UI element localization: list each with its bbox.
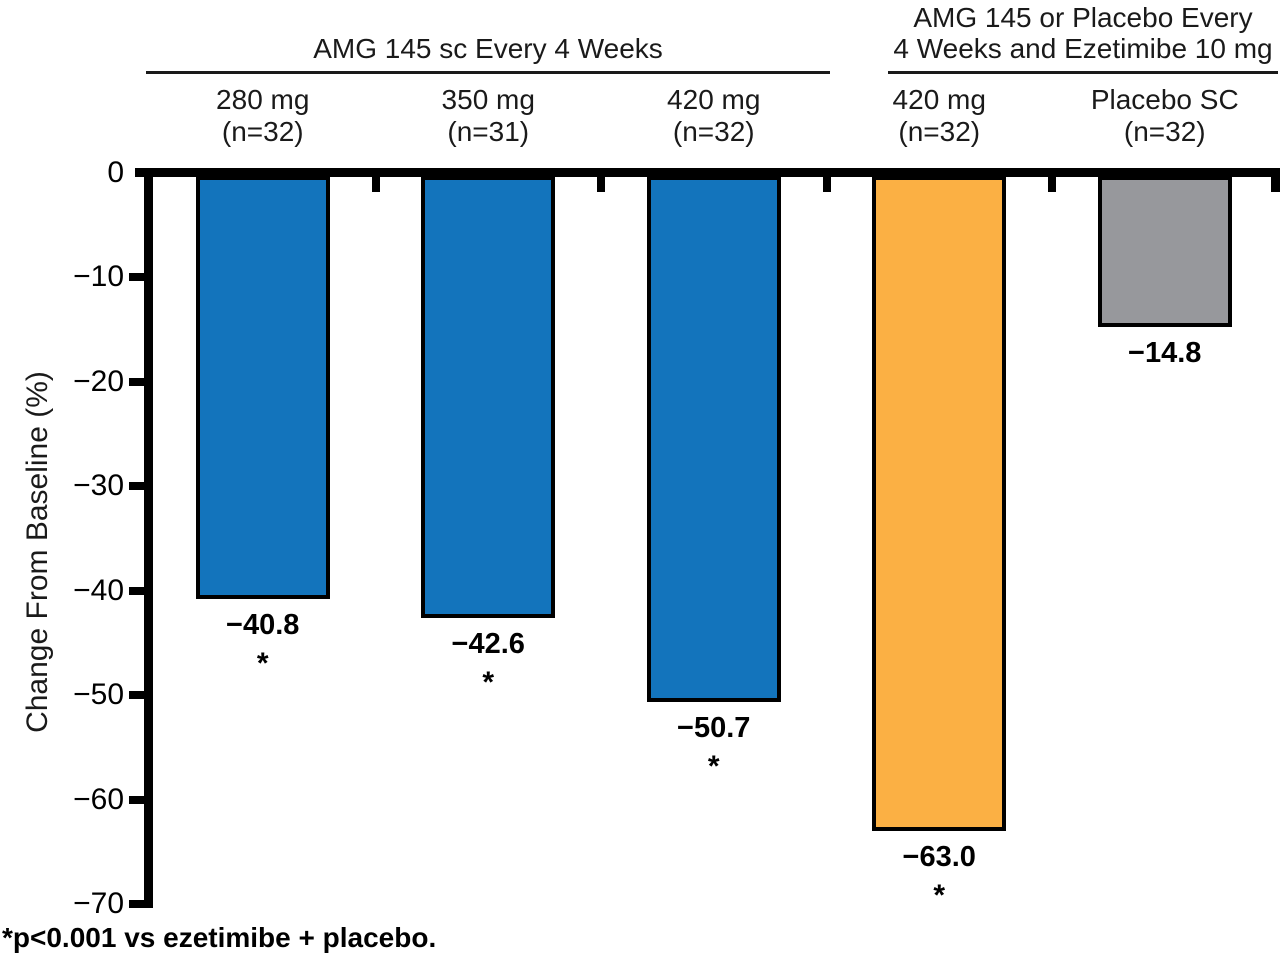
bar-value-label: −63.0 [902, 840, 976, 873]
y-tick-mark [129, 482, 145, 490]
y-tick-label: −70 [73, 887, 124, 920]
y-tick-label: −10 [73, 260, 124, 293]
column-label: 350 mg (n=31) [441, 84, 535, 147]
y-axis-title: Change From Baseline (%) [21, 371, 54, 733]
y-tick-mark [129, 795, 145, 804]
group-underline [888, 71, 1278, 74]
x-axis-tick [822, 177, 831, 192]
y-axis-line [144, 168, 153, 908]
significance-asterisk: * [256, 646, 269, 680]
y-tick-mark [129, 586, 145, 595]
y-tick-mark [129, 273, 145, 281]
bar [195, 176, 330, 599]
column-label: 420 mg (n=32) [892, 84, 986, 147]
significance-footnote: *p<0.001 vs ezetimibe + placebo. [2, 922, 437, 953]
y-tick-label: −60 [73, 782, 124, 816]
bar [872, 176, 1007, 831]
bar [421, 176, 556, 618]
group-title: AMG 145 or Placebo Every 4 Weeks and Eze… [893, 2, 1273, 64]
significance-asterisk: * [482, 665, 495, 699]
x-axis-tick [597, 177, 605, 192]
y-tick-label: −50 [73, 678, 124, 711]
x-axis-tick [371, 177, 380, 192]
y-tick-label: −40 [73, 573, 124, 607]
y-tick-label: 0 [107, 155, 124, 189]
x-axis-tick [1048, 177, 1056, 192]
column-label: Placebo SC (n=32) [1090, 84, 1239, 147]
column-label: 420 mg (n=32) [667, 84, 761, 147]
x-axis-line [135, 168, 1280, 177]
significance-asterisk: * [933, 878, 946, 912]
bar-value-label: −40.8 [226, 608, 300, 641]
y-tick-mark [129, 691, 145, 699]
y-tick-mark [129, 900, 145, 908]
column-label: 280 mg (n=32) [216, 84, 310, 147]
y-tick-label: −20 [73, 364, 124, 398]
y-tick-label: −30 [73, 469, 124, 502]
bar-value-label: −50.7 [677, 712, 751, 745]
bar-value-label: −42.6 [451, 627, 525, 660]
group-underline [146, 71, 830, 74]
significance-asterisk: * [707, 750, 720, 784]
group-title: AMG 145 sc Every 4 Weeks [313, 33, 663, 64]
bar [1097, 176, 1232, 328]
bar [646, 176, 781, 703]
x-axis-end-tick [1271, 177, 1280, 192]
y-tick-mark [129, 377, 145, 386]
bar-value-label: −14.8 [1128, 337, 1202, 370]
